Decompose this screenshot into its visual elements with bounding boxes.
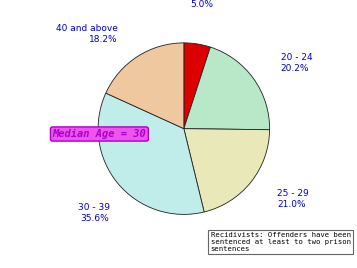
Text: 40 and above
18.2%: 40 and above 18.2%: [56, 24, 117, 44]
Text: Under 20
5.0%: Under 20 5.0%: [181, 0, 222, 9]
Text: Recidivists: Offenders have been
sentenced at least to two prison
sentences: Recidivists: Offenders have been sentenc…: [211, 232, 351, 252]
Wedge shape: [184, 47, 270, 130]
Wedge shape: [184, 43, 210, 129]
Text: 20 - 24
20.2%: 20 - 24 20.2%: [281, 53, 312, 73]
Text: 30 - 39
35.6%: 30 - 39 35.6%: [79, 203, 110, 223]
Text: 25 - 29
21.0%: 25 - 29 21.0%: [277, 189, 309, 209]
Wedge shape: [98, 93, 204, 214]
Wedge shape: [106, 43, 184, 129]
Wedge shape: [184, 129, 270, 212]
Text: Median Age = 30: Median Age = 30: [52, 129, 146, 139]
